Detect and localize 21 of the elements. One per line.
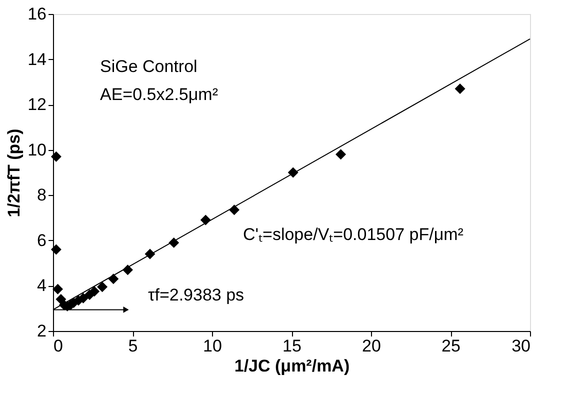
y-tick-label: 4 xyxy=(37,276,46,296)
x-tick-label: 30 xyxy=(512,336,530,356)
y-tick-label: 10 xyxy=(28,140,46,160)
x-tick-label: 20 xyxy=(362,336,381,356)
y-tick-label: 2 xyxy=(37,322,46,340)
x-tick-label: 5 xyxy=(128,336,138,356)
annotation: SiGe Control xyxy=(100,57,198,76)
y-tick-label: 12 xyxy=(28,95,46,114)
annotation: AE=0.5x2.5μm² xyxy=(100,85,218,104)
annotation: τf=2.9383 ps xyxy=(148,286,244,305)
x-tick-label: 15 xyxy=(282,336,302,356)
x-axis-title: 1/JC (μm²/mA) xyxy=(234,356,350,376)
y-axis-title: 1/2πfT (ps) xyxy=(4,128,24,218)
y-tick-label: 8 xyxy=(37,186,46,205)
y-tick-label: 14 xyxy=(28,50,46,69)
annotation: C'ₜ=slope/Vₜ=0.01507 pF/μm² xyxy=(243,225,464,244)
x-tick-label: 0 xyxy=(54,336,63,356)
x-tick-label: 25 xyxy=(442,336,460,356)
x-tick-label: 10 xyxy=(203,336,222,356)
y-tick-label: 6 xyxy=(37,230,46,250)
y-tick-label: 16 xyxy=(28,4,46,24)
